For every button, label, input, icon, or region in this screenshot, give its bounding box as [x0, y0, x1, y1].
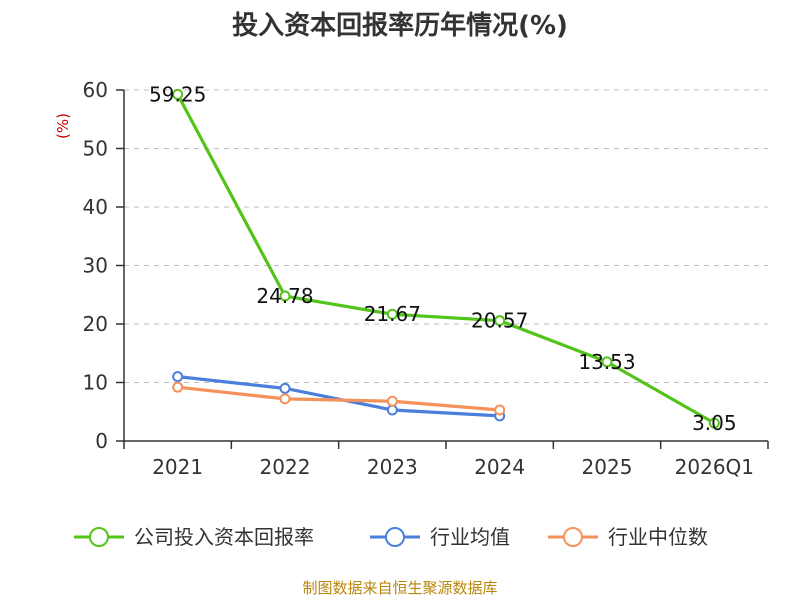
y-tick-label: 60 [83, 78, 108, 102]
legend-label: 公司投入资本回报率 [134, 525, 314, 549]
data-point [386, 308, 398, 320]
data-point [494, 315, 506, 327]
y-tick-labels: 0 10 20 30 40 50 60 [83, 78, 108, 453]
legend-label: 行业中位数 [608, 525, 708, 549]
data-point [172, 371, 184, 383]
y-axis-unit: (%) [54, 113, 72, 139]
y-tick-label: 10 [83, 371, 108, 395]
x-tick-label: 2024 [474, 455, 525, 479]
data-label: 20.57 [471, 309, 528, 333]
data-label: 24.78 [256, 284, 313, 308]
legend-label: 行业均值 [430, 525, 510, 549]
y-tick-label: 40 [83, 195, 108, 219]
x-tick-label: 2021 [152, 455, 203, 479]
data-label: 3.05 [692, 411, 737, 435]
axes [116, 89, 769, 449]
source-note: 制图数据来自恒生聚源数据库 [302, 579, 497, 597]
legend-marker [563, 527, 583, 547]
data-point [494, 404, 506, 416]
chart-title: 投入资本回报率历年情况(%) [232, 10, 568, 41]
legend: 公司投入资本回报率 行业均值 行业中位数 [74, 525, 708, 549]
data-point [386, 395, 398, 407]
x-tick-label: 2022 [260, 455, 311, 479]
y-tick-label: 50 [83, 137, 108, 161]
series-group [172, 88, 720, 429]
x-tick-label: 2025 [582, 455, 633, 479]
data-point [279, 382, 291, 394]
x-tick-label: 2026Q1 [675, 455, 754, 479]
data-point [279, 393, 291, 405]
data-point [172, 88, 184, 100]
data-label: 21.67 [364, 302, 421, 326]
data-label: 13.53 [578, 350, 635, 374]
series-line-2 [177, 385, 500, 412]
grid-lines [124, 89, 768, 383]
y-tick-label: 30 [83, 254, 108, 278]
series-line-0 [176, 93, 716, 425]
legend-marker [385, 527, 405, 547]
x-tick-label: 2023 [367, 455, 418, 479]
data-labels: 59.25 24.78 21.67 20.57 13.53 3.05 [149, 82, 737, 435]
data-point [386, 404, 398, 416]
data-point [172, 381, 184, 393]
y-tick-label: 0 [95, 429, 108, 453]
legend-marker [89, 527, 109, 547]
data-point [601, 356, 613, 368]
y-tick-label: 20 [83, 312, 108, 336]
x-tick-labels: 2021 2022 2023 2024 2025 2026Q1 [152, 455, 754, 479]
data-point [708, 417, 720, 429]
data-point [279, 290, 291, 302]
data-label: 59.25 [149, 82, 206, 106]
